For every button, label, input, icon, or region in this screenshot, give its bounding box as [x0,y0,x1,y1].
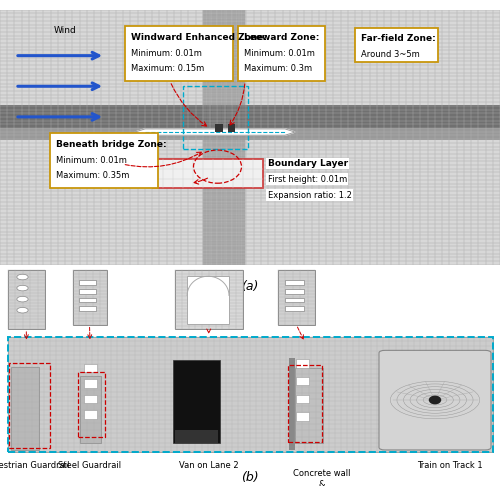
Bar [125,26,232,81]
FancyBboxPatch shape [379,350,491,450]
Bar [174,430,218,443]
Text: Beneath bridge Zone:: Beneath bridge Zone: [56,140,166,149]
Bar [285,280,304,285]
Bar [80,280,96,285]
Bar [72,270,106,325]
Bar [288,365,322,442]
Ellipse shape [17,274,28,280]
Text: Expansion ratio: 1.2: Expansion ratio: 1.2 [268,191,351,200]
Text: Maximum: 0.3m: Maximum: 0.3m [244,64,312,73]
Bar [0,128,500,140]
Bar [296,412,308,421]
Bar [80,289,96,294]
Bar [285,297,304,302]
Bar [215,124,222,132]
Bar [285,289,304,294]
Bar [238,26,325,81]
Bar [0,105,500,128]
Bar [11,367,38,450]
Text: Minimum: 0.01m: Minimum: 0.01m [244,49,314,57]
Bar [296,359,308,368]
Ellipse shape [429,396,442,404]
Text: Concrete wall
&
Anti-glare Barrier: Concrete wall & Anti-glare Barrier [285,469,358,486]
Bar [355,28,438,62]
Bar [295,368,322,443]
Text: Wind: Wind [54,26,76,35]
Text: Boundary Layer: Boundary Layer [268,159,347,168]
Bar [80,307,96,312]
Bar [9,363,50,449]
Bar [8,337,492,451]
Polygon shape [135,129,295,135]
Bar [228,124,235,132]
Text: Minimum: 0.01m: Minimum: 0.01m [131,49,202,57]
Bar [80,376,101,443]
Text: (b): (b) [241,471,259,484]
Bar [296,377,308,385]
Text: Train on Track 1: Train on Track 1 [417,461,483,469]
Bar [78,372,105,437]
Text: Steel Guardrail: Steel Guardrail [58,461,122,469]
Bar [84,410,97,418]
Text: (a): (a) [242,280,258,293]
Bar [182,87,248,149]
Bar [278,270,315,325]
Text: Maximum: 0.15m: Maximum: 0.15m [131,64,204,73]
Bar [152,159,262,189]
Text: Windward Enhanced Zone:: Windward Enhanced Zone: [131,33,267,42]
Text: Leeward Zone:: Leeward Zone: [244,33,319,42]
Ellipse shape [17,308,28,313]
Bar [84,395,97,403]
Text: Minimum: 0.01m: Minimum: 0.01m [56,156,127,165]
Ellipse shape [17,285,28,291]
Bar [285,307,304,312]
Text: Van on Lane 2: Van on Lane 2 [179,461,239,469]
Bar [8,337,492,451]
Ellipse shape [17,296,28,302]
Bar [84,364,97,372]
Bar [8,270,45,329]
Bar [289,358,295,450]
Text: Around 3~5m: Around 3~5m [361,50,420,59]
Bar [172,360,220,443]
Bar [50,134,158,189]
Bar [296,395,308,403]
Bar [202,10,245,265]
Bar [80,297,96,302]
Bar [84,379,97,388]
Bar [175,270,242,329]
Bar [187,276,229,324]
Text: First height: 0.01m: First height: 0.01m [268,175,347,184]
Text: Pedestrian Guardrail: Pedestrian Guardrail [0,461,70,469]
Text: Maximum: 0.35m: Maximum: 0.35m [56,172,130,180]
Text: Far-field Zone:: Far-field Zone: [361,34,436,43]
